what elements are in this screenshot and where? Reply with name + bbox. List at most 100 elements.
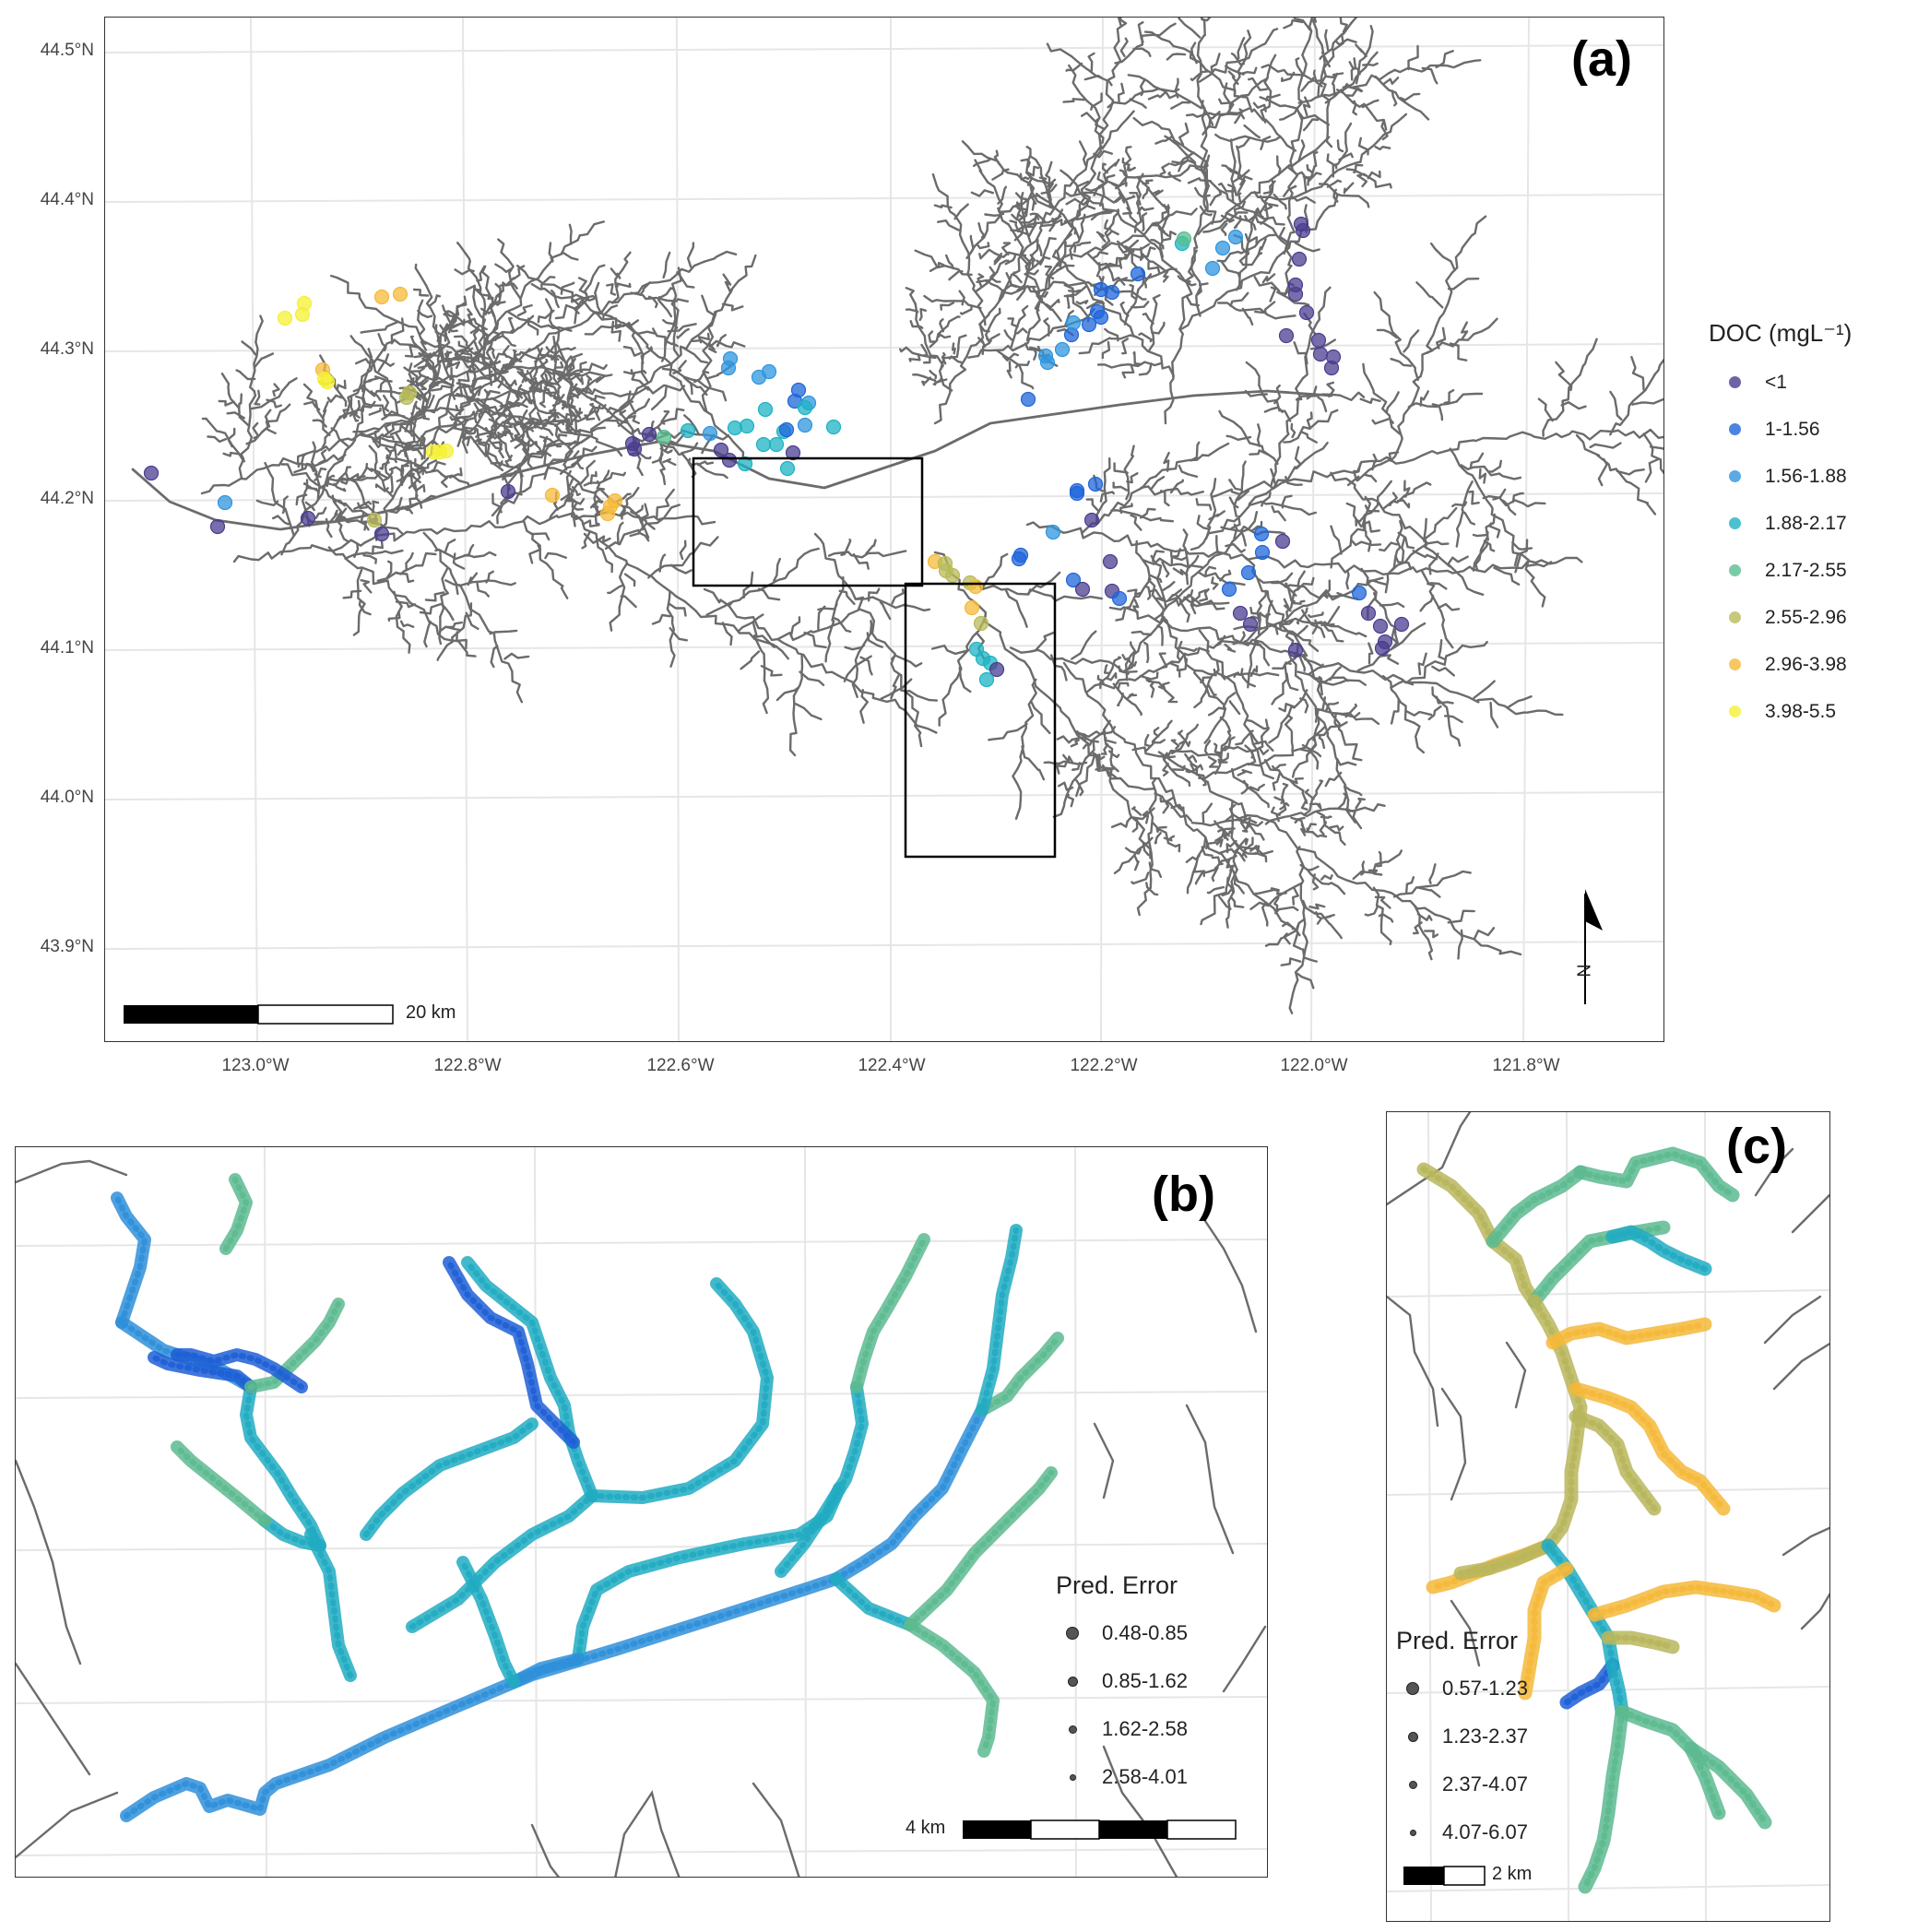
prediction-points <box>833 1575 914 1629</box>
stream-segment <box>1228 700 1241 716</box>
stream-segment <box>226 411 245 420</box>
stream-segment <box>1063 772 1082 804</box>
stream-segment <box>201 417 221 433</box>
legend-item: 1-1.56 <box>1709 406 1852 453</box>
scale-bar-label: 4 km <box>906 1818 946 1838</box>
prediction-points <box>445 1259 577 1446</box>
stream-segment <box>1217 189 1290 248</box>
stream-segment <box>1043 317 1050 337</box>
stream-segment <box>737 613 764 633</box>
stream-segment <box>1045 299 1060 309</box>
stream-segment <box>1299 863 1330 885</box>
stream-segment <box>1275 796 1287 823</box>
stream-segment <box>1159 796 1175 803</box>
stream-segment <box>1308 663 1324 676</box>
stream-segment <box>1187 177 1213 184</box>
stream-segment <box>961 240 987 326</box>
stream-segment <box>1315 911 1323 925</box>
sample-point <box>366 512 383 528</box>
stream-segment <box>1178 599 1190 623</box>
y-tick-label: 43.9°N <box>40 937 94 956</box>
sample-point <box>1351 585 1367 601</box>
sample-point <box>1254 544 1271 561</box>
stream-segment <box>241 340 257 356</box>
stream-segment <box>1199 205 1213 217</box>
stream-segment <box>365 352 393 390</box>
x-tick-label: 123.0°W <box>221 1056 290 1075</box>
stream-segment <box>1324 771 1343 788</box>
stream-segment <box>1199 587 1210 602</box>
sample-point <box>641 426 657 443</box>
stream-segment <box>494 404 508 432</box>
sample-point <box>1372 618 1389 634</box>
stream-segment <box>891 588 905 605</box>
stream-segment <box>1310 752 1320 770</box>
stream-segment <box>463 544 475 557</box>
stream-segment <box>1332 33 1344 58</box>
sample-point <box>1069 485 1085 502</box>
stream-segment <box>1150 575 1163 584</box>
legend-item: 2.55-2.96 <box>1709 594 1852 641</box>
stream-segment <box>1310 623 1326 638</box>
stream-segment <box>1125 200 1133 215</box>
stream-segment <box>638 335 752 462</box>
stream-segment <box>1025 146 1032 162</box>
stream-segment <box>1018 304 1029 321</box>
stream-segment <box>456 418 469 447</box>
stream-segment <box>489 360 502 366</box>
stream-segment <box>537 309 555 324</box>
stream-segment <box>444 579 459 596</box>
stream-segment <box>967 337 1041 359</box>
size-swatch <box>1407 1731 1418 1742</box>
prediction-points <box>1457 1542 1552 1577</box>
stream-segment <box>571 508 576 527</box>
legend-label: 4.07-6.07 <box>1442 1820 1528 1843</box>
stream-segment <box>1272 661 1292 670</box>
stream-segment <box>371 500 380 514</box>
size-swatch <box>1408 1780 1417 1789</box>
stream-segment <box>1281 71 1296 82</box>
predicted-stream-segment <box>304 1528 357 1682</box>
stream-segment <box>403 366 421 376</box>
prediction-points <box>978 1334 1061 1414</box>
stream-segment <box>457 340 468 354</box>
stream-segment <box>254 352 275 368</box>
stream-segment <box>1435 50 1454 69</box>
prediction-points <box>150 1354 255 1391</box>
stream-segment <box>1245 361 1261 386</box>
sample-point <box>1287 642 1304 658</box>
stream-segment <box>1447 909 1475 924</box>
stream-segment <box>1381 674 1415 725</box>
stream-segment <box>1013 203 1029 242</box>
stream-segment <box>1642 433 1663 475</box>
stream-segment <box>974 159 989 184</box>
legend-item: 3.98-5.5 <box>1709 688 1852 735</box>
stream-segment <box>1021 745 1046 781</box>
stream-segment <box>560 493 574 503</box>
sample-point <box>544 487 561 504</box>
stream-segment <box>530 282 573 300</box>
stream-segment <box>1447 555 1469 565</box>
stream-segment <box>1474 549 1483 572</box>
stream-segment <box>1143 641 1150 664</box>
sample-point <box>1054 341 1071 358</box>
stream-segment <box>1324 72 1344 79</box>
stream-segment <box>721 302 744 312</box>
stream-segment <box>502 455 533 476</box>
stream-segment <box>1213 867 1234 907</box>
stream-segment <box>560 281 575 295</box>
stream-segment <box>1230 160 1237 203</box>
stream-segment <box>1246 718 1271 730</box>
legend-label: 1.88-2.17 <box>1765 512 1847 534</box>
stream-segment <box>1140 507 1156 519</box>
stream-segment <box>616 282 632 289</box>
stream-segment <box>462 385 489 414</box>
stream-segment <box>459 396 471 411</box>
stream-segment <box>1241 460 1247 482</box>
stream-segment <box>399 422 413 437</box>
stream-segment <box>740 650 761 670</box>
stream-segment <box>1504 529 1535 579</box>
stream-segment <box>1296 607 1308 625</box>
stream-segment <box>1108 750 1120 759</box>
stream-segment <box>659 468 667 486</box>
